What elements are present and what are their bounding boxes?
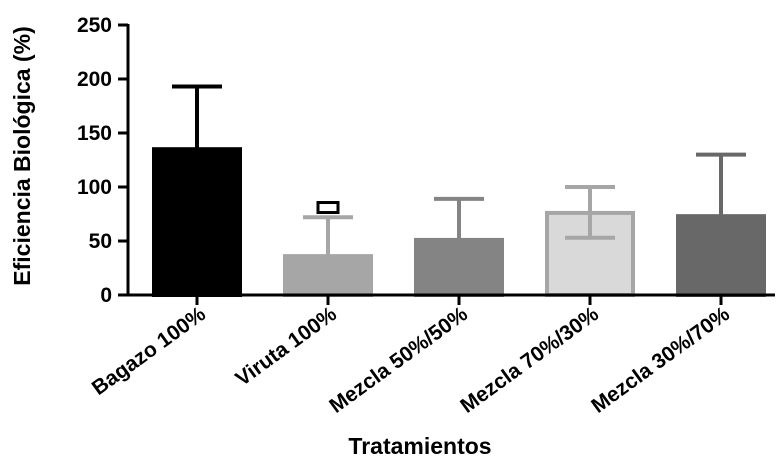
- x-ticks: Bagazo 100% Viruta 100%Mezcla 50%/50%Mezc…: [88, 295, 734, 418]
- bar: [414, 237, 504, 297]
- bar: [545, 210, 635, 297]
- annotations-layer: [316, 201, 340, 215]
- y-tick-label: 250: [77, 14, 112, 37]
- x-tick-label: Mezcla 30%/70%: [587, 302, 734, 418]
- x-tick-label: Viruta 100%: [231, 302, 341, 391]
- y-ticks: 0 50 100 150 200 250: [77, 14, 128, 307]
- y-tick-label: 200: [77, 68, 112, 91]
- y-tick-label: 150: [77, 122, 112, 145]
- open-square-marker: [316, 201, 340, 215]
- y-tick-label: 0: [100, 284, 112, 307]
- x-tick-label: Bagazo 100%: [88, 302, 210, 400]
- y-tick-label: 100: [77, 176, 112, 199]
- x-axis-title: Tratamientos: [348, 433, 491, 458]
- bar: [152, 147, 242, 297]
- x-tick-label: Mezcla 50%/50%: [325, 302, 472, 418]
- error-bars-layer: [172, 84, 746, 257]
- bar: [676, 214, 766, 297]
- y-tick-label: 50: [89, 230, 112, 253]
- bar: [283, 254, 373, 297]
- x-tick-label: Mezcla 70%/30%: [456, 302, 603, 418]
- y-axis-title: Eficiencia Biológica (%): [9, 26, 35, 285]
